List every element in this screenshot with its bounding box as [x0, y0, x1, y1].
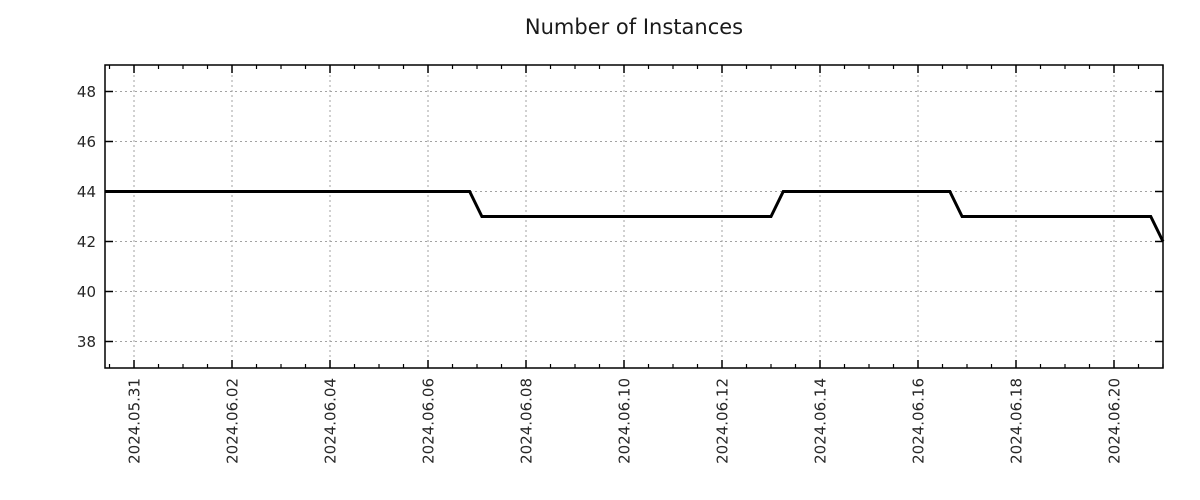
x-tick-label: 2024.06.20 — [1106, 378, 1124, 464]
y-tick-label: 44 — [77, 183, 96, 201]
x-tick-label: 2024.06.06 — [420, 378, 438, 464]
plot-border — [104, 64, 1164, 369]
chart-title: Number of Instances — [524, 15, 744, 39]
y-tick-label: 38 — [77, 333, 96, 351]
x-tick-label: 2024.06.18 — [1008, 378, 1026, 464]
x-tick-label: 2024.06.04 — [322, 378, 340, 464]
series-line-instances — [105, 190, 1165, 243]
x-tick-label: 2024.05.31 — [126, 378, 144, 464]
x-tick-label: 2024.06.02 — [224, 378, 242, 464]
x-tick-label: 2024.06.16 — [910, 378, 928, 464]
y-tick-label: 40 — [77, 283, 96, 301]
x-tick-label: 2024.06.14 — [812, 378, 830, 464]
x-tick-label: 2024.06.12 — [714, 378, 732, 464]
y-tick-label: 48 — [77, 83, 96, 101]
x-tick-label: 2024.06.08 — [518, 378, 536, 464]
y-tick-label: 46 — [77, 133, 96, 151]
x-tick-label: 2024.06.10 — [616, 378, 634, 464]
y-tick-label: 42 — [77, 233, 96, 251]
